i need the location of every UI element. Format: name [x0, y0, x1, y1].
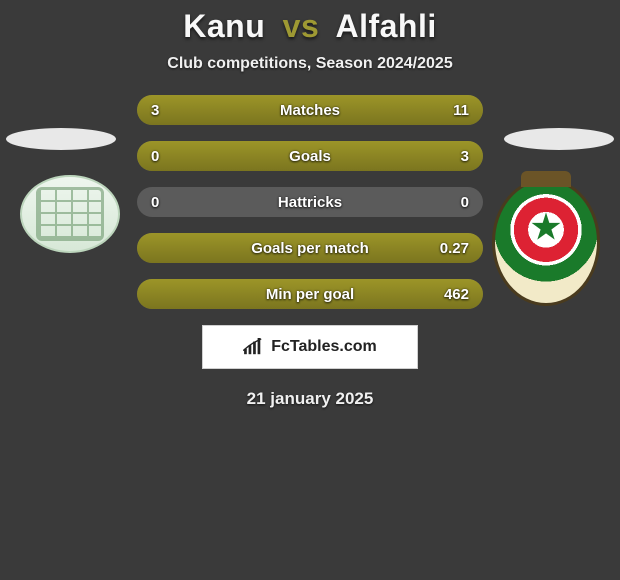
country-flag-left — [6, 128, 116, 150]
comparison-card: Kanu vs Alfahli Club competitions, Seaso… — [0, 0, 620, 580]
stat-row: Goals per match 0.27 — [137, 233, 483, 263]
stat-value-right: 462 — [444, 286, 469, 303]
stat-value-right: 0.27 — [440, 240, 469, 257]
stat-row: Min per goal 462 — [137, 279, 483, 309]
stat-label: Matches — [137, 102, 483, 119]
stat-value-right: 3 — [449, 148, 469, 165]
barchart-icon — [243, 338, 265, 356]
stat-row: 3 Matches 11 — [137, 95, 483, 125]
stat-label: Hattricks — [137, 194, 483, 211]
stat-value-right: 11 — [449, 102, 469, 119]
title-team2: Alfahli — [335, 8, 436, 44]
footer-badge: FcTables.com — [202, 325, 418, 369]
subtitle: Club competitions, Season 2024/2025 — [0, 55, 620, 73]
country-flag-right — [504, 128, 614, 150]
footer-site: FcTables.com — [271, 338, 377, 356]
title-team1: Kanu — [183, 8, 265, 44]
club-crest-left — [20, 175, 120, 260]
stat-value-right: 0 — [449, 194, 469, 211]
page-title: Kanu vs Alfahli — [0, 8, 620, 45]
footer-date: 21 january 2025 — [0, 389, 620, 409]
stat-label: Goals per match — [137, 240, 483, 257]
stat-row: 0 Goals 3 — [137, 141, 483, 171]
club-crest-right — [492, 178, 602, 308]
stat-row: 0 Hattricks 0 — [137, 187, 483, 217]
title-vs: vs — [283, 8, 320, 44]
stat-label: Min per goal — [137, 286, 483, 303]
stat-label: Goals — [137, 148, 483, 165]
stats-container: 3 Matches 11 0 Goals 3 0 Hattricks 0 Goa… — [137, 95, 483, 309]
